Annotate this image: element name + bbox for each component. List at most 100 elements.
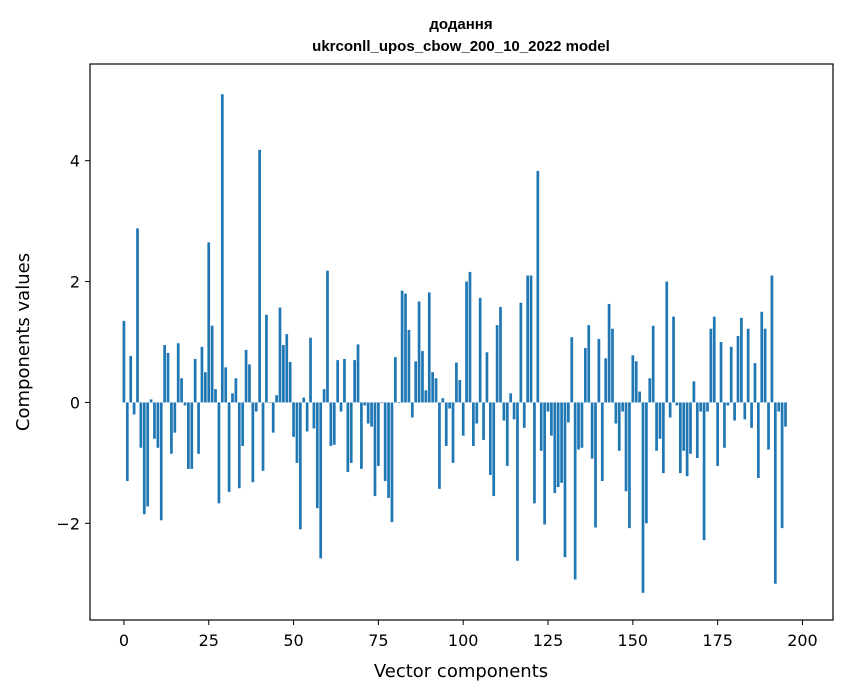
bar-79 [390,402,394,523]
bar-19 [187,402,190,469]
bar-84 [407,329,411,403]
bar-18 [183,402,187,406]
bar-113 [505,402,509,466]
x-axis-ticks: 0 25 50 75 100 125 150 175 200 [119,620,818,650]
y-tick-label: 0 [70,393,80,412]
bar-119 [526,275,530,403]
y-tick-label: 2 [70,273,80,292]
bar-56 [312,402,316,429]
bar-183 [743,402,747,420]
bar-17 [180,378,183,403]
bar-140 [597,338,601,403]
bar-99 [458,380,462,403]
bar-96 [448,402,451,409]
bar-47 [282,345,285,403]
bar-64 [339,402,343,412]
bar-73 [370,402,373,427]
bar-20 [190,402,194,469]
bar-38 [251,402,255,483]
bar-75 [377,402,380,466]
bar-175 [716,402,719,466]
bar-107 [485,352,489,403]
bar-193 [777,402,781,412]
bar-22 [197,402,200,454]
bar-131 [567,402,570,423]
bar-88 [421,351,424,403]
bar-130 [563,402,567,558]
bar-94 [441,398,445,403]
bar-170 [699,402,703,412]
bar-9 [153,402,156,439]
bar-16 [176,343,180,403]
bar-194 [780,402,784,529]
bar-68 [353,360,356,403]
bar-69 [356,344,360,403]
bar-195 [784,402,787,427]
bar-67 [349,402,353,463]
bar-82 [400,290,404,403]
bar-161 [668,402,672,418]
bar-91 [431,372,435,403]
bar-87 [417,301,421,403]
bar-37 [248,364,251,403]
bar-167 [689,402,692,454]
bar-138 [590,402,594,459]
bar-4 [136,228,139,403]
bar-52 [298,402,302,530]
bar-165 [682,402,686,451]
bar-191 [770,275,774,403]
chart-title: додання [429,16,492,33]
bar-178 [726,402,730,406]
bar-109 [492,402,496,497]
bar-54 [305,402,309,432]
bar-101 [465,281,468,403]
bar-61 [329,402,333,446]
bar-6 [142,402,146,515]
bar-43 [268,402,272,404]
bar-46 [278,307,282,403]
bar-148 [624,402,628,492]
bar-116 [516,402,519,561]
bar-135 [580,402,584,448]
bar-92 [434,378,438,403]
bar-143 [607,303,611,403]
bar-150 [631,355,635,403]
bar-104 [475,402,479,424]
bar-173 [709,328,713,403]
bar-2 [129,355,133,403]
bar-0 [122,320,126,403]
y-axis-label: Components values [13,253,34,431]
bar-153 [641,402,645,593]
bar-163 [675,402,679,406]
bar-11 [159,402,163,521]
bar-40 [258,149,261,403]
bar-139 [594,402,597,528]
bar-187 [757,402,760,478]
bar-70 [360,402,363,469]
bar-151 [634,361,638,403]
bar-49 [288,361,292,403]
bar-123 [539,402,543,451]
bar-1 [125,402,129,481]
bar-21 [193,358,197,403]
bar-121 [533,402,536,504]
y-tick-label: 4 [70,152,80,171]
bar-158 [658,402,662,439]
x-axis-label: Vector components [374,661,548,682]
bar-164 [678,402,682,474]
bar-159 [662,402,665,474]
bar-127 [553,402,557,494]
bar-28 [217,402,221,504]
bar-142 [604,358,608,403]
bar-162 [672,316,675,403]
bar-23 [200,346,204,403]
bar-188 [760,311,764,403]
bar-63 [336,360,340,403]
bar-62 [332,402,336,445]
bar-185 [750,402,753,428]
bar-136 [583,348,587,403]
bar-118 [522,402,526,428]
bar-111 [499,306,502,403]
bar-45 [275,395,278,403]
bar-15 [173,402,177,433]
